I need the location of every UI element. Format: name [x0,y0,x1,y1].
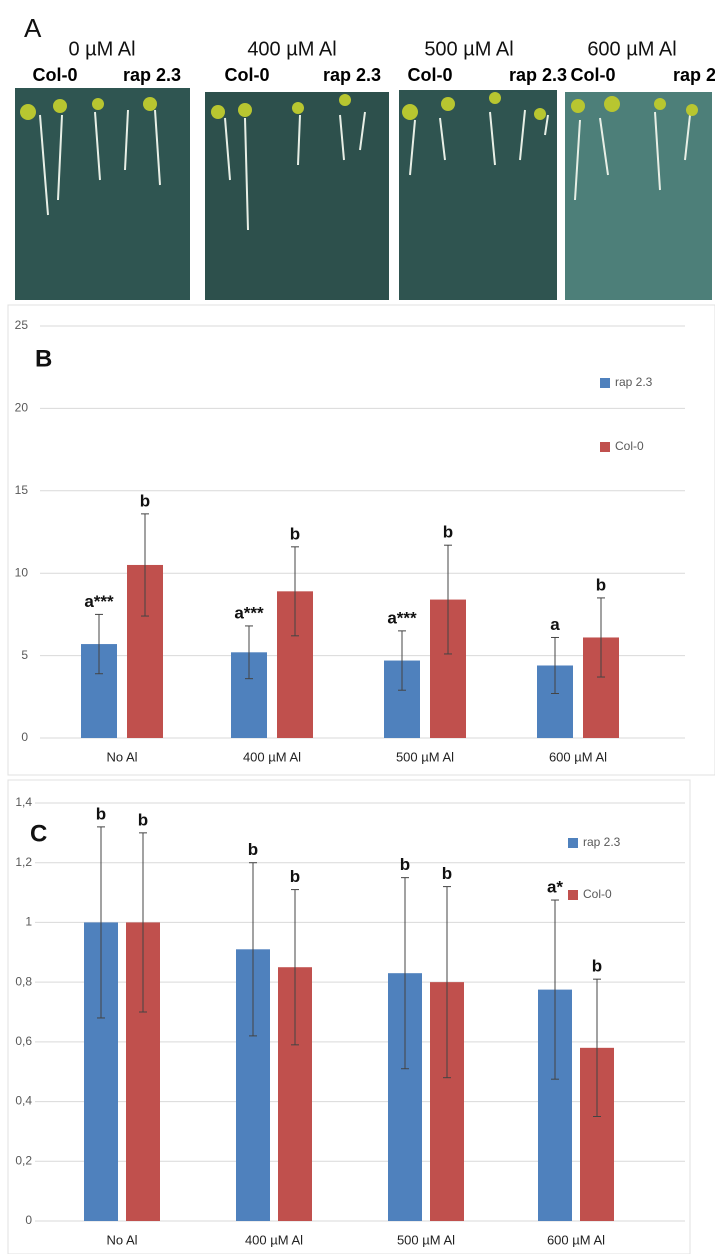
photo [399,90,557,300]
y-tick-label: 25 [15,318,29,332]
significance-letter: b [138,810,148,829]
x-tick-label: 600 µM Al [547,1232,605,1247]
significance-letter: a* [547,878,563,897]
x-tick-label: 500 µM Al [397,1232,455,1247]
legend-swatch [600,378,610,388]
legend-swatch [568,890,578,900]
significance-letter: b [592,957,602,976]
legend-label: Col-0 [583,887,612,901]
significance-letter: a [550,615,560,634]
significance-letter: b [290,867,300,886]
y-tick-label: 5 [21,648,28,662]
genotype-label: Col-0 [571,65,616,85]
photo-title: 0 µM Al [68,38,135,60]
photos [15,88,712,300]
genotype-label: rap 2.3 [123,65,181,85]
legend-label: Col-0 [615,439,644,453]
significance-letter: a*** [234,603,264,622]
significance-letter: b [596,575,606,594]
significance-letter: b [442,864,452,883]
genotype-label: Col-0 [408,65,453,85]
x-tick-label: No Al [106,749,137,764]
genotype-label: rap 2.3 [509,65,567,85]
genotype-label: rap 2.3 [673,65,715,85]
genotype-label: Col-0 [33,65,78,85]
x-tick-label: 600 µM Al [549,749,607,764]
y-tick-label: 1 [25,915,32,929]
genotype-label: rap 2.3 [323,65,381,85]
y-tick-label: 20 [15,401,29,415]
y-tick-label: 10 [15,565,29,579]
x-tick-label: No Al [106,1232,137,1247]
x-tick-label: 400 µM Al [243,749,301,764]
panel-label: C [30,820,47,847]
significance-letter: a*** [84,592,114,611]
photo-title: 600 µM Al [587,38,676,60]
panel-label: B [35,345,52,372]
y-tick-label: 1,4 [15,795,32,809]
photo [205,92,389,300]
significance-letter: b [96,804,106,823]
y-tick-label: 0,4 [15,1094,32,1108]
photo-title: 500 µM Al [424,38,513,60]
panel-label: A [24,13,42,43]
significance-letter: b [248,840,258,859]
y-tick-label: 1,2 [15,855,32,869]
significance-letter: b [443,523,453,542]
significance-letter: b [140,491,150,510]
significance-letter: a*** [387,608,417,627]
legend-swatch [600,442,610,452]
y-tick-label: 0,8 [15,974,32,988]
figure: A 0 µM AlCol-0rap 2.3400 µM AlCol-0rap 2… [0,0,715,1254]
legend-label: rap 2.3 [615,375,653,389]
y-tick-label: 0 [21,730,28,744]
y-tick-label: 15 [15,483,29,497]
genotype-label: Col-0 [225,65,270,85]
photo-title: 400 µM Al [247,38,336,60]
x-tick-label: 400 µM Al [245,1232,303,1247]
significance-letter: b [400,855,410,874]
significance-letter: b [290,524,300,543]
legend-swatch [568,838,578,848]
legend-label: rap 2.3 [583,835,621,849]
y-tick-label: 0 [25,1213,32,1227]
x-tick-label: 500 µM Al [396,749,454,764]
y-tick-label: 0,2 [15,1153,32,1167]
y-tick-label: 0,6 [15,1034,32,1048]
